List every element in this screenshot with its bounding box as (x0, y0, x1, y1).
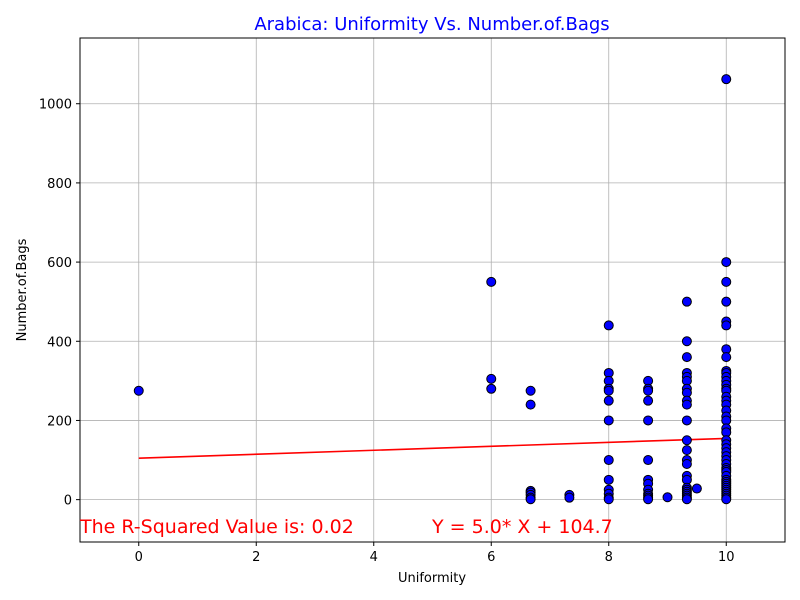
scatter-point (603, 494, 614, 505)
scatter-point (486, 373, 497, 384)
scatter-point (525, 399, 536, 410)
scatter-point (603, 395, 614, 406)
y-axis-ticks: 0 200 400 600 800 1000 (39, 98, 80, 509)
chart-title: Arabica: Uniformity Vs. Number.of.Bags (254, 14, 609, 35)
regression-equation-annotation: Y = 5.0* X + 104.7 (431, 516, 613, 538)
scatter-point (691, 483, 702, 494)
scatter-point (643, 415, 654, 426)
scatter-point (721, 320, 732, 331)
scatter-point (681, 435, 692, 446)
y-axis-label: Number.of.Bags (15, 238, 30, 341)
x-tick-label: 2 (252, 550, 260, 565)
x-tick-label: 8 (605, 550, 613, 565)
scatter-point (643, 455, 654, 466)
scatter-point (525, 385, 536, 396)
scatter-point (603, 455, 614, 466)
scatter-point (681, 399, 692, 410)
y-tick-label: 1000 (39, 98, 72, 113)
scatter-point (681, 352, 692, 363)
scatter-point (564, 492, 575, 503)
scatter-point (603, 320, 614, 331)
regression-line (138, 437, 727, 459)
scatter-point (643, 395, 654, 406)
scatter-point (721, 352, 732, 363)
y-tick-label: 400 (47, 335, 72, 350)
y-tick-label: 200 (47, 414, 72, 429)
scatter-point (721, 74, 732, 85)
scatter-point (681, 445, 692, 456)
scatter-point (681, 459, 692, 470)
scatter-point (603, 385, 614, 396)
y-tick-label: 0 (64, 494, 72, 509)
scatter-point (603, 415, 614, 426)
scatter-points (133, 74, 732, 505)
y-tick-label: 600 (47, 256, 72, 271)
x-axis-ticks: 0 2 4 6 8 10 (135, 542, 735, 565)
scatter-point (681, 296, 692, 307)
x-axis-label: Uniformity (398, 571, 466, 586)
scatter-point (525, 494, 536, 505)
scatter-point (133, 385, 144, 396)
scatter-point (681, 415, 692, 426)
plot-frame (79, 37, 786, 543)
x-tick-label: 0 (135, 550, 143, 565)
scatter-point (721, 494, 732, 505)
scatter-point (603, 474, 614, 485)
x-tick-label: 6 (487, 550, 495, 565)
y-tick-label: 800 (47, 177, 72, 192)
r-squared-annotation: The R-Squared Value is: 0.02 (79, 516, 354, 538)
grid (80, 38, 785, 542)
regression-line-layer (138, 437, 727, 459)
scatter-point (721, 296, 732, 307)
scatter-point (486, 276, 497, 287)
scatter-point (721, 257, 732, 268)
scatter-point (643, 385, 654, 396)
scatter-point (681, 336, 692, 347)
x-tick-label: 4 (370, 550, 378, 565)
scatter-point (721, 276, 732, 287)
x-tick-label: 10 (718, 550, 735, 565)
scatter-point (662, 492, 673, 503)
scatter-point (643, 494, 654, 505)
scatter-point (681, 494, 692, 505)
scatter-point (486, 383, 497, 394)
